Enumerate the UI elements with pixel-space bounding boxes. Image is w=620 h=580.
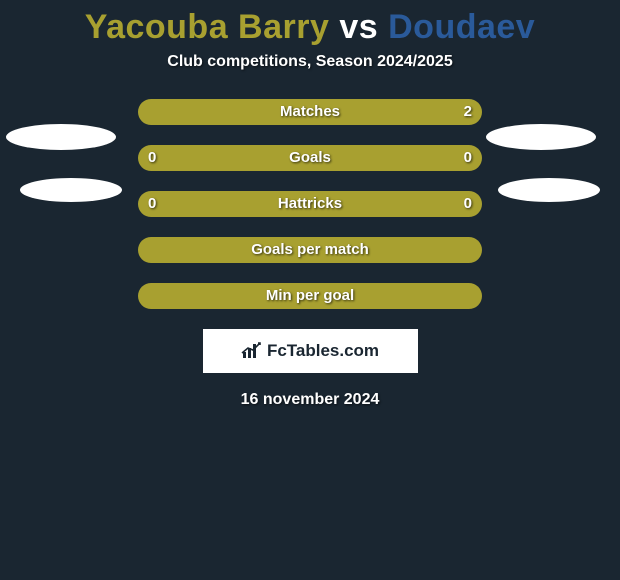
player1-name: Yacouba Barry	[85, 8, 330, 46]
stat-value-left: 0	[148, 145, 156, 171]
stat-label: Min per goal	[138, 283, 482, 309]
stat-label: Matches	[138, 99, 482, 125]
stat-label: Hattricks	[138, 191, 482, 217]
stat-row: Min per goal	[138, 283, 482, 309]
brand-logo: FcTables.com	[203, 329, 418, 373]
stat-value-right: 0	[464, 145, 472, 171]
stat-label: Goals per match	[138, 237, 482, 263]
brand-logo-text: FcTables.com	[241, 341, 379, 361]
stat-row: Hattricks0 0	[138, 191, 482, 217]
stat-value-right: 0	[464, 191, 472, 217]
comparison-title: Yacouba Barry vs Doudaev	[0, 0, 620, 47]
chart-icon	[241, 342, 263, 360]
player2-name: Doudaev	[388, 8, 535, 46]
stat-row: Goals0 0	[138, 145, 482, 171]
stat-value-right: 2	[464, 99, 472, 125]
comparison-chart: Matches2Goals00Hattricks00Goals per matc…	[0, 99, 620, 309]
vs-text: vs	[339, 8, 378, 46]
stat-row: Matches2	[138, 99, 482, 125]
stat-row: Goals per match	[138, 237, 482, 263]
stat-label: Goals	[138, 145, 482, 171]
subtitle: Club competitions, Season 2024/2025	[0, 53, 620, 71]
stat-value-left: 0	[148, 191, 156, 217]
brand-name: FcTables.com	[267, 341, 379, 361]
snapshot-date: 16 november 2024	[0, 391, 620, 409]
